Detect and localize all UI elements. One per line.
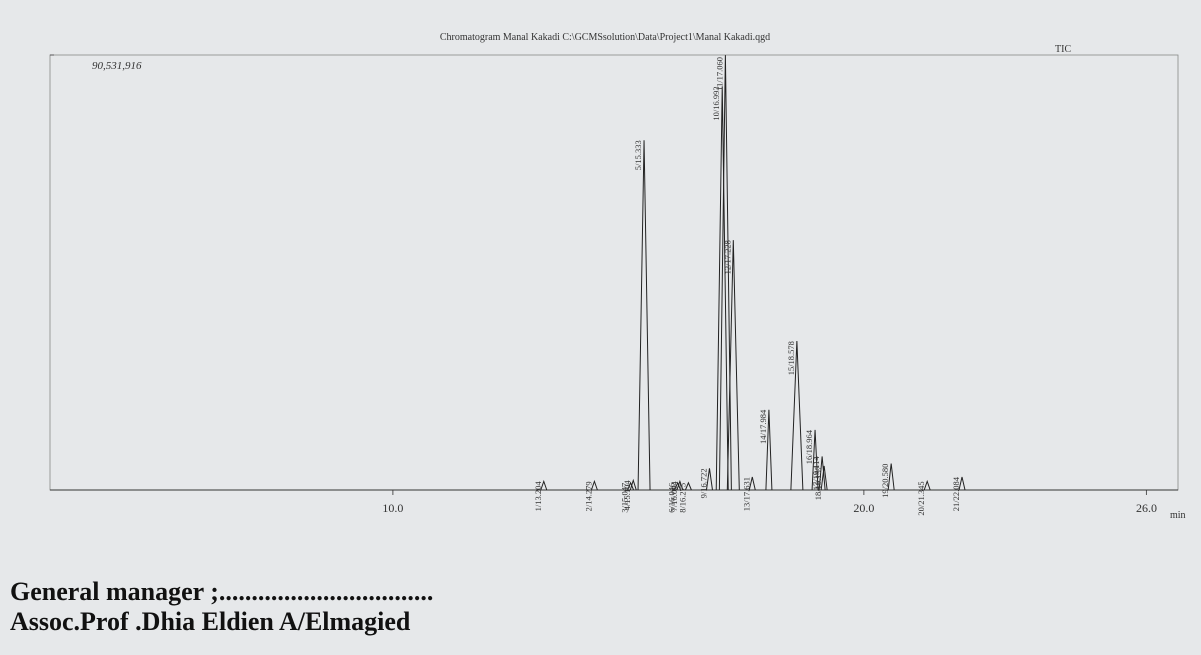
peak-label: 14/17.984 [758, 409, 768, 444]
peak-label: 12/17.228 [722, 240, 732, 274]
peak-label: 15/18.578 [786, 341, 796, 375]
paper [0, 0, 1201, 655]
peak-label: 1/13.204 [533, 481, 543, 512]
x-tick-label: 26.0 [1136, 501, 1157, 515]
peak-label: 5/15.333 [633, 140, 643, 170]
trace-label: TIC [1055, 44, 1071, 55]
peak-label: 21/22.084 [951, 476, 961, 511]
y-tick-label: 90,531,916 [92, 60, 142, 72]
x-tick-label: 20.0 [853, 501, 874, 515]
footer-line: Assoc.Prof .Dhia Eldien A/Elmagied [10, 607, 411, 636]
peak-label: 18/19.157 [813, 466, 823, 500]
chart-title: Chromatogram Manal Kakadi C:\GCMSsolutio… [440, 32, 770, 43]
peak-label: 2/14.279 [583, 481, 593, 511]
peak-label: 4/15.104 [622, 480, 632, 511]
peak-label: 8/16.275 [677, 483, 687, 513]
x-tick-label: 10.0 [382, 501, 403, 515]
peak-label: 19/20.580 [880, 464, 890, 498]
peak-label: 11/17.060 [714, 57, 724, 91]
page: Chromatogram Manal Kakadi C:\GCMSsolutio… [0, 0, 1201, 655]
peak-label: 13/17.631 [741, 477, 751, 511]
chart: Chromatogram Manal Kakadi C:\GCMSsolutio… [0, 0, 1201, 655]
peak-label: 9/16.722 [698, 468, 708, 498]
peak-label: 20/21.345 [916, 481, 926, 515]
footer-line: General manager ;.......................… [10, 577, 433, 606]
x-axis-label: min [1170, 510, 1186, 521]
